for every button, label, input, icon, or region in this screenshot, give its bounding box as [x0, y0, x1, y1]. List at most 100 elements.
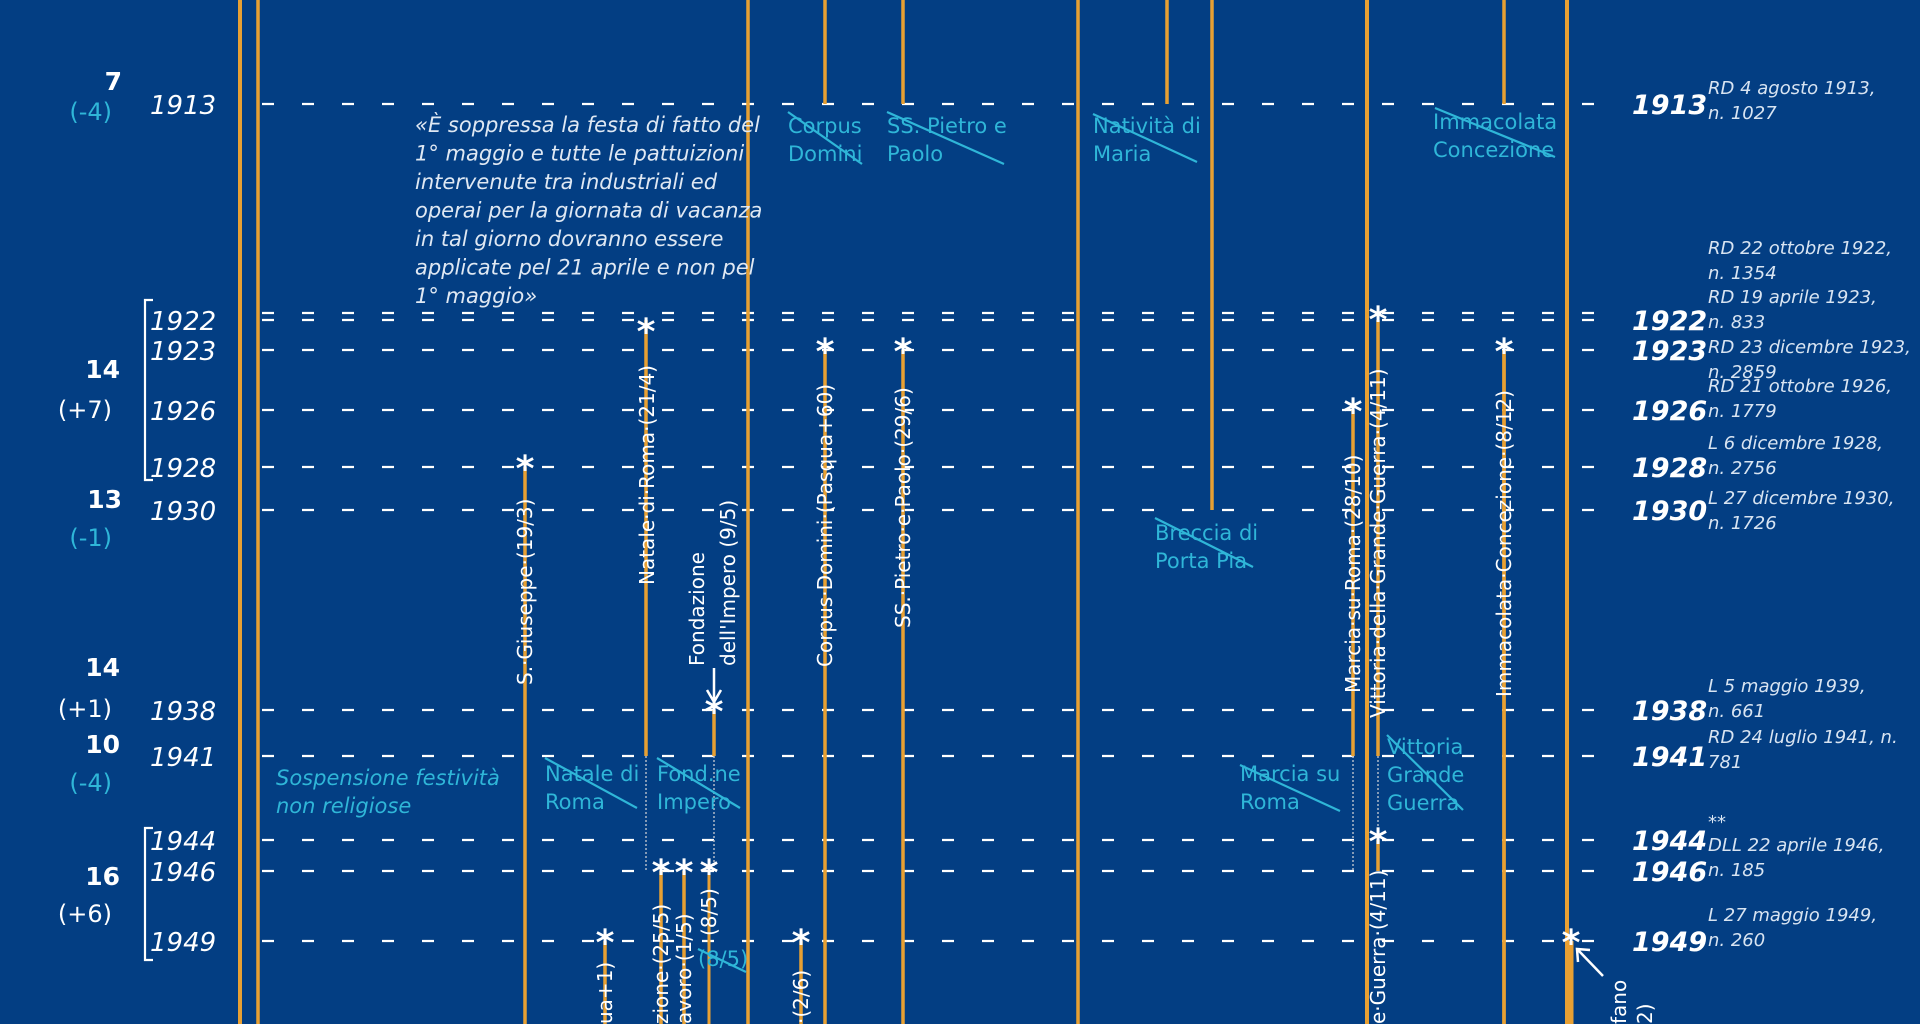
holiday-label-fondazione-8-5: (8/5) [697, 888, 721, 936]
strike-through [697, 948, 747, 973]
abolished-label: Paolo [887, 142, 943, 166]
strike-through [544, 757, 638, 809]
abolished-label: Breccia di [1155, 521, 1258, 545]
abolished-holiday-breccia-porta-pia-1930: Breccia di Porta Pia [1154, 517, 1258, 573]
law-reference: n. 1354 [1708, 263, 1777, 284]
holiday-label-vittoria-1949: e·Guerra·(4/11) [1366, 870, 1390, 1024]
abolished-label: Natività di [1093, 114, 1201, 138]
law-reference: n. 1027 [1708, 103, 1777, 124]
law-reference: RD 23 dicembre 1923, [1708, 337, 1911, 358]
law-reference: L 5 maggio 1939, [1708, 676, 1866, 697]
holiday-label-lavoro: avoro·(1/5) [672, 914, 696, 1024]
decree-quote: in tal giorno dovranno essere [415, 227, 723, 251]
year-label-right: 1938 [1632, 696, 1707, 727]
suspension-note: non religiose [276, 794, 411, 818]
asterisk-icon: * [792, 923, 811, 964]
decree-quote: 1° maggio e tutte le pattuizioni [415, 142, 744, 166]
year-label-right: 1930 [1632, 496, 1707, 527]
asterisk-icon: * [1369, 822, 1388, 863]
abolished-label: Marcia su [1240, 762, 1340, 786]
holiday-delta: (-1) [69, 524, 112, 552]
holiday-label-santo-stefano: fano [1607, 980, 1631, 1024]
holiday-delta: (-4) [69, 769, 112, 797]
holiday-label-marcia-roma: Marcia·su·Roma·(28/10) [1341, 455, 1365, 694]
holiday-label-fondazione-impero: Fondazione [685, 552, 709, 666]
year-label-right: 1949 [1632, 927, 1707, 958]
law-reference: n. 1726 [1708, 513, 1777, 534]
asterisk-icon: * [1344, 392, 1363, 433]
asterisk-icon: * [652, 853, 671, 894]
year-group-bracket [143, 826, 153, 962]
abolished-label: Immacolata [1433, 110, 1557, 134]
law-reference: L 27 dicembre 1930, [1708, 488, 1894, 509]
year-label-left: 1913 [150, 91, 216, 121]
year-label-left: 1938 [150, 697, 216, 727]
asterisk-icon: * [1495, 332, 1514, 373]
arrow-up-left-icon [1575, 947, 1604, 977]
abolished-label: Roma [1240, 790, 1300, 814]
year-group-bracket [143, 298, 153, 482]
decree-quote: 1° maggio» [415, 284, 537, 308]
year-label-left: 1946 [150, 858, 216, 888]
strike-through [1154, 517, 1254, 568]
asterisk-icon: * [516, 449, 535, 490]
abolished-holiday-corpus-domini-1913: Corpus Domini [787, 111, 863, 166]
law-reference: n. 661 [1708, 701, 1765, 722]
year-label-left: 1926 [150, 397, 216, 427]
holiday-label-natale-roma: Natale·di·Roma·(21/4) [635, 365, 659, 585]
decree-quote: «È soppressa la festa di fatto del [415, 112, 760, 137]
holiday-labels: S.·Giuseppe·(19/3) Natale·di·Roma·(21/4) C… [513, 365, 1657, 1024]
decree-quote: intervenute tra industriali ed [415, 170, 718, 194]
law-reference: 781 [1708, 752, 1742, 773]
holiday-label-corpus-2-6: ·(2/6) [789, 970, 813, 1024]
strike-through [1434, 106, 1556, 159]
holiday-count: 14 [85, 355, 120, 384]
year-label-right: 1922 [1632, 306, 1707, 337]
law-reference: n. 833 [1708, 312, 1765, 333]
decree-quote: applicate pel 21 aprile e non pel [415, 256, 755, 280]
year-label-left: 1922 [150, 307, 216, 337]
law-reference: n. 2859 [1708, 362, 1777, 383]
year-label-left: 1944 [150, 827, 216, 857]
arrow-down-icon [705, 668, 723, 705]
asterisk-icon: * [1369, 300, 1388, 341]
law-reference: n. 2756 [1708, 458, 1777, 479]
year-label-right: 1928 [1632, 453, 1707, 484]
strike-through [787, 111, 863, 165]
abolished-label: Maria [1093, 142, 1151, 166]
law-reference: DLL 22 aprile 1946, [1708, 835, 1884, 856]
abolished-label: Corpus [788, 114, 862, 138]
abolished-label: SS. Pietro e [887, 114, 1007, 138]
asterisk-icon: * [705, 692, 724, 733]
asterisk-icon: * [675, 853, 694, 894]
year-label-left: 1930 [150, 497, 216, 527]
abolished-holiday-fondazione-1949: (8/5) [697, 947, 748, 973]
abolished-label: Concezione [1433, 138, 1554, 162]
year-label-left: 1941 [150, 743, 216, 773]
holiday-count: 14 [85, 653, 120, 682]
holiday-delta: (+6) [58, 900, 112, 928]
holiday-label-immacolata-concezione: Immacolata·Concezione·(8/12) [1492, 390, 1516, 697]
law-reference: n. 185 [1708, 860, 1765, 881]
asterisk-icon: * [1562, 923, 1581, 964]
law-reference: RD 21 ottobre 1926, [1708, 376, 1892, 397]
year-label-right: 1913 [1632, 90, 1707, 121]
decree-quote: operai per la giornata di vacanza [415, 199, 762, 223]
year-label-right: 1941 [1632, 742, 1707, 773]
law-reference: RD 22 ottobre 1922, [1708, 238, 1892, 259]
holiday-count: 16 [85, 862, 120, 891]
year-label-left: 1949 [150, 928, 216, 958]
abolished-label: Grande [1387, 763, 1464, 787]
year-label-right: 1926 [1632, 396, 1707, 427]
holiday-delta: (+7) [58, 396, 112, 424]
abolished-label: Porta Pia [1155, 549, 1247, 573]
year-label-right: 1923 [1632, 336, 1707, 367]
asterisk-icon: * [816, 332, 835, 373]
holiday-label-liberazione: zione·(25/5) [649, 904, 673, 1024]
holiday-label-ss-pietro-paolo: SS.·Pietro·e·Paolo·(29/6) [891, 387, 915, 628]
strike-through [1386, 734, 1464, 811]
holiday-delta: (-4) [69, 98, 112, 126]
